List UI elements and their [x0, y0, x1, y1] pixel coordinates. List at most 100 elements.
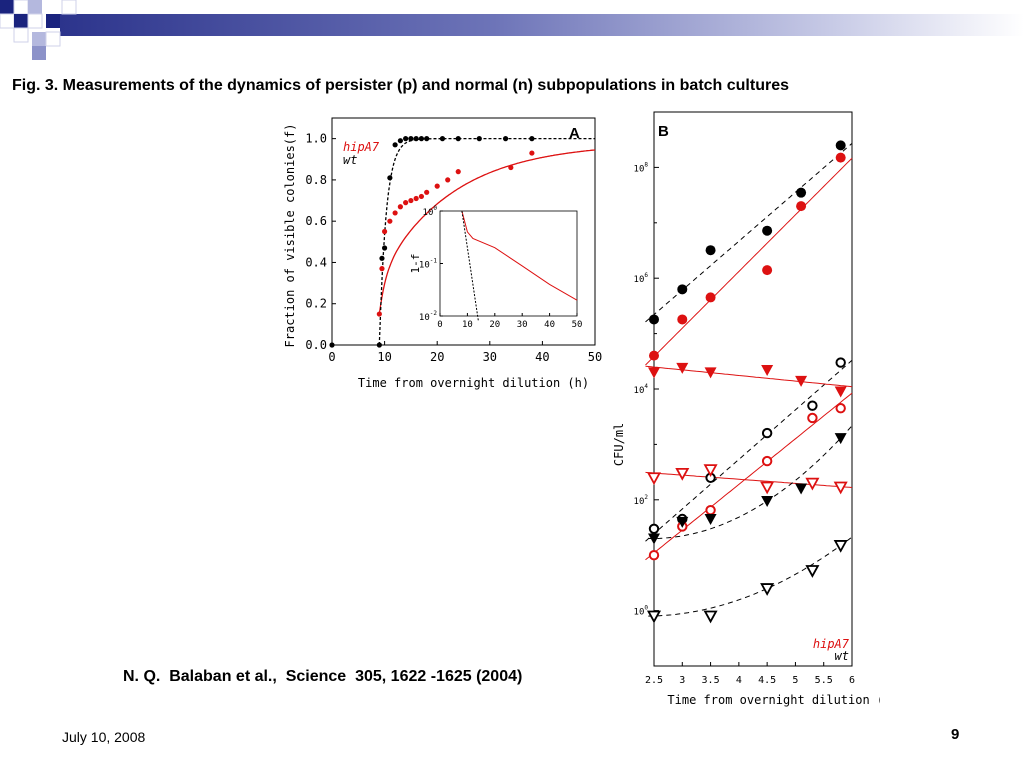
x-axis-label: Time from overnight dilution (h) [667, 693, 880, 707]
data-point-wt [392, 142, 398, 148]
y-tick-label: 0.8 [305, 173, 327, 187]
banner-square [46, 14, 60, 28]
data-point-wt [413, 136, 419, 142]
data-point-hipa7-persister-p [676, 362, 689, 374]
data-point-hipa7-normal-n [677, 314, 688, 325]
data-point-wt-normal-n [677, 284, 688, 295]
data-point-wt [424, 136, 430, 142]
fit-curve-wt-persister-replicate [648, 536, 853, 617]
legend-label-wt: wt [835, 649, 849, 663]
header-banner-graphic [0, 0, 1024, 60]
y-tick-label: 0.0 [305, 338, 327, 352]
y-axis-label: Fraction of visible colonies(f) [283, 124, 297, 348]
x-tick-label: 40 [535, 350, 549, 364]
data-point-wt [382, 245, 388, 251]
panel-label: B [658, 123, 669, 140]
data-point-hipa7-normal-n [762, 265, 773, 276]
y-tick-label: 0.2 [305, 297, 327, 311]
fit-line-hipa7-persister-replicate [645, 471, 853, 488]
y-tick-label: 102 [634, 494, 649, 507]
data-point-wt [408, 136, 414, 142]
legend-label-wt: wt [343, 153, 357, 167]
data-point-wt-normal-n [835, 140, 846, 151]
inset-x-tick-label: 30 [517, 320, 528, 330]
banner-square [61, 0, 77, 15]
data-point-wt-persister-p-replicate [805, 565, 820, 578]
fit-line-wt-normal-replicate [645, 359, 853, 542]
data-point-wt-persister-p-replicate [760, 583, 775, 596]
plot-frame [653, 111, 853, 667]
inset-y-tick-label: 100 [423, 205, 438, 218]
x-tick-label: 30 [483, 350, 497, 364]
data-point-wt-persister-p [795, 483, 808, 495]
data-point-hipa7 [418, 193, 425, 200]
data-point-hipa7-normal-n-replicate [761, 455, 773, 467]
inset-x-tick-label: 20 [489, 320, 500, 330]
citation-text: N. Q. Balaban et al., Science 305, 1622 … [123, 668, 523, 685]
data-point-wt [529, 136, 535, 142]
data-point-hipa7-persister-p-replicate [833, 481, 848, 495]
fit-line-hipa7-persister [645, 365, 853, 388]
x-tick-label: 2.5 [645, 675, 663, 686]
data-point-wt-persister-p [676, 516, 689, 528]
data-point-wt [455, 136, 461, 142]
inset-x-tick-label: 50 [572, 320, 583, 330]
slide-title: Fig. 3. Measurements of the dynamics of … [12, 77, 789, 94]
inset-y-tick-label: 10-2 [419, 310, 437, 323]
x-tick-label: 10 [377, 350, 391, 364]
data-point-hipa7-normal-n-replicate [648, 550, 660, 561]
banner-square [0, 13, 15, 29]
data-point-hipa7-persister-p [761, 365, 774, 377]
x-tick-label: 5 [792, 675, 798, 686]
fit-line-hipa7-normal [645, 157, 853, 366]
inset-line-hipa7 [461, 210, 578, 301]
data-point-wt-normal-n-replicate [807, 400, 818, 411]
data-point-wt-persister-p-replicate [833, 540, 848, 553]
data-point-hipa7 [387, 218, 393, 224]
data-point-hipa7-persister-p [795, 375, 808, 387]
data-point-wt-persister-p [704, 514, 717, 526]
data-point-wt [379, 255, 385, 261]
data-point-hipa7-persister-p-replicate [805, 477, 820, 491]
data-point-hipa7-persister-p-replicate [675, 467, 690, 481]
inset-line-wt [461, 210, 479, 322]
chart-panel-b: 2.5 3 3.5 4 4.5 5 5.5 6 108 106 104 102 100 Time from… [612, 111, 880, 707]
y-tick-label: 106 [634, 272, 649, 285]
fit-curve-hipa7 [378, 149, 596, 315]
data-point-hipa7 [413, 195, 419, 202]
y-tick-label: 1.0 [305, 132, 327, 146]
x-axis-label: Time from overnight dilution (h) [358, 376, 589, 390]
x-tick-label: 3.5 [702, 675, 720, 686]
data-point-hipa7-normal-n [705, 292, 716, 303]
data-point-wt [376, 342, 382, 348]
x-tick-label: 5.5 [815, 675, 833, 686]
inset-y-axis-label: 1-f [409, 254, 422, 274]
data-point-wt [418, 136, 425, 142]
data-point-hipa7 [382, 228, 388, 235]
data-point-hipa7 [408, 197, 414, 204]
data-point-hipa7 [455, 169, 461, 175]
banner-square [32, 32, 46, 46]
data-point-wt-normal-n-replicate [835, 357, 846, 368]
data-point-wt-persister-p-replicate [646, 610, 662, 624]
data-point-hipa7-persister-p-replicate [646, 472, 662, 486]
y-tick-label: 0.4 [305, 255, 327, 269]
data-point-hipa7-normal-n [796, 201, 807, 212]
chart-panel-a: 0 10 20 30 40 50 0.0 0.2 0.4 0.6 0.8 1.0 Time from o… [283, 117, 602, 390]
y-axis-label: CFU/ml [612, 423, 626, 466]
banner-square [13, 0, 29, 15]
data-point-hipa7-persister-p [704, 367, 717, 379]
panel-label: A [569, 125, 580, 142]
banner-square [14, 14, 28, 28]
page-number: 9 [951, 726, 960, 743]
banner-square [45, 31, 61, 47]
data-point-wt [439, 136, 446, 142]
data-point-hipa7 [529, 150, 535, 156]
data-point-wt [397, 138, 403, 144]
inset-x-tick-label: 10 [462, 320, 473, 330]
banner-square [27, 13, 43, 29]
fit-line-hipa7-normal-replicate [645, 392, 853, 561]
inset-x-tick-label: 0 [437, 320, 442, 330]
data-point-wt [476, 136, 482, 142]
data-point-wt [403, 136, 409, 142]
